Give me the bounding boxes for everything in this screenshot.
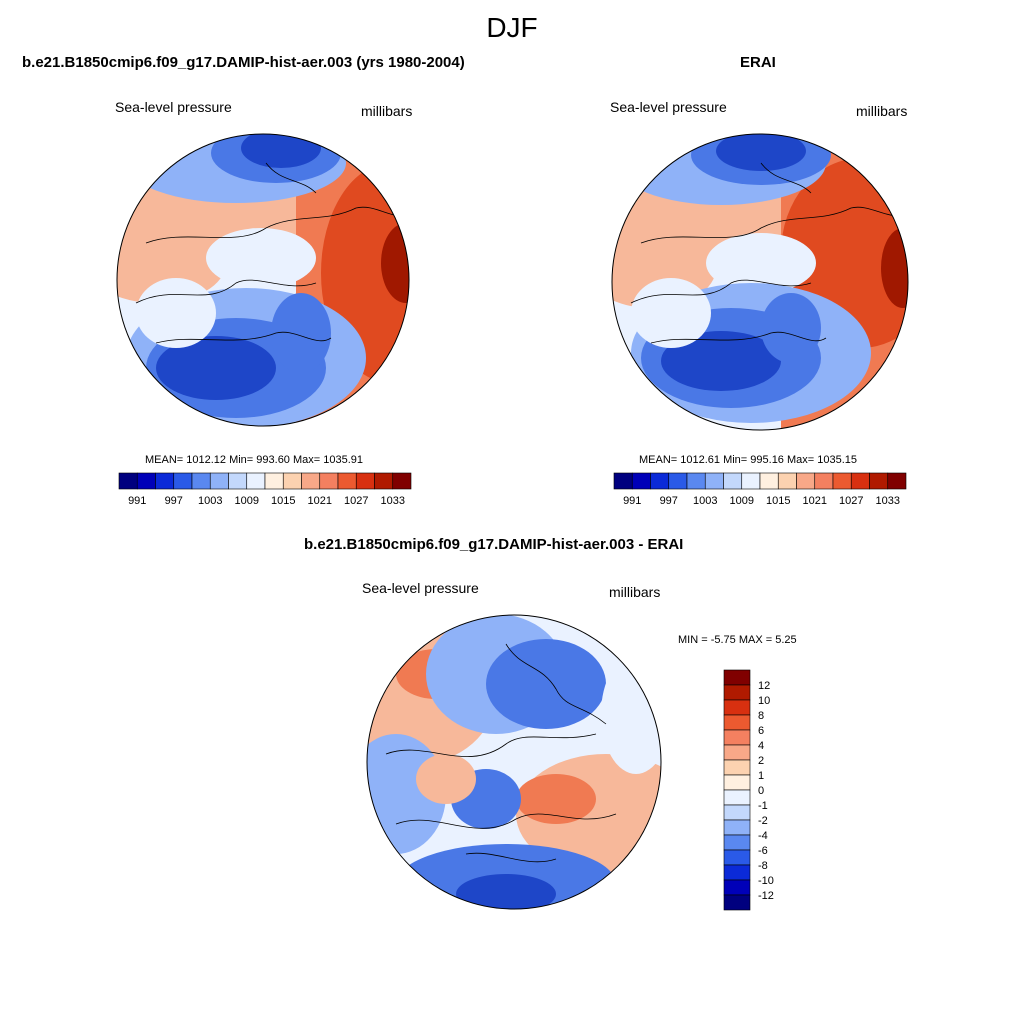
panel-3-title: b.e21.B1850cmip6.f09_g17.DAMIP-hist-aer.… [304, 536, 684, 553]
colorbar-swatch [337, 472, 357, 490]
colorbar-swatch [832, 472, 852, 490]
colorbar-swatch [723, 789, 751, 806]
colorbar-swatch [613, 472, 633, 490]
colorbar-tick-label: -8 [758, 860, 768, 872]
panel-1-stats: MEAN= 1012.12 Min= 993.60 Max= 1035.91 [145, 454, 364, 466]
colorbar-swatch [887, 472, 907, 490]
colorbar-tick-label: 1003 [693, 495, 717, 507]
colorbar-swatch [319, 472, 339, 490]
colorbar-tick-label: 997 [165, 495, 183, 507]
colorbar-swatch [155, 472, 175, 490]
colorbar-tick-label: -1 [758, 800, 768, 812]
colorbar-swatch [668, 472, 688, 490]
colorbar-tick-label: -12 [758, 890, 774, 902]
panel-2-stats: MEAN= 1012.61 Min= 995.16 Max= 1035.15 [639, 454, 858, 466]
colorbar-swatch [723, 729, 751, 746]
colorbar-swatch [723, 879, 751, 896]
colorbar-swatch [209, 472, 229, 490]
colorbar-tick-label: -2 [758, 815, 768, 827]
panel-1-polar-map [116, 133, 410, 427]
colorbar-swatch [650, 472, 670, 490]
colorbar-tick-label: 1021 [803, 495, 827, 507]
colorbar-swatch [723, 834, 751, 851]
colorbar-swatch [723, 744, 751, 761]
colorbar-swatch [392, 472, 412, 490]
colorbar-swatch [723, 849, 751, 866]
panel-2-variable-label: Sea-level pressure [610, 99, 727, 115]
colorbar-tick-label: 1027 [344, 495, 368, 507]
colorbar-swatch [869, 472, 889, 490]
colorbar-swatch [723, 684, 751, 701]
colorbar-tick-label: -4 [758, 830, 768, 842]
colorbar-swatch [723, 804, 751, 821]
colorbar-swatch [264, 472, 284, 490]
panel-2-units-label: millibars [856, 103, 908, 119]
colorbar-tick-label: 8 [758, 710, 764, 722]
colorbar-tick-label: 0 [758, 785, 764, 797]
panel-1-units-label: millibars [361, 103, 413, 119]
colorbar-tick-label: 991 [128, 495, 146, 507]
panel-1-variable-label: Sea-level pressure [115, 99, 232, 115]
colorbar-tick-label: -10 [758, 875, 774, 887]
colorbar-swatch [723, 472, 743, 490]
colorbar-swatch [191, 472, 211, 490]
colorbar-swatch [246, 472, 266, 490]
colorbar-swatch [850, 472, 870, 490]
colorbar-tick-label: 1015 [766, 495, 790, 507]
colorbar-tick-label: 1027 [839, 495, 863, 507]
panel-3-variable-label: Sea-level pressure [362, 580, 479, 596]
colorbar-swatch [723, 714, 751, 731]
colorbar-swatch [723, 774, 751, 791]
colorbar-swatch [723, 864, 751, 881]
colorbar-swatch [374, 472, 394, 490]
panel-3-polar-map [366, 614, 662, 910]
colorbar-tick-label: 1003 [198, 495, 222, 507]
colorbar-swatch [723, 759, 751, 776]
colorbar-tick-label: 12 [758, 680, 770, 692]
colorbar-tick-label: 2 [758, 755, 764, 767]
colorbar-tick-label: 997 [660, 495, 678, 507]
colorbar-swatch [723, 699, 751, 716]
colorbar-tick-label: 1 [758, 770, 764, 782]
colorbar-tick-label: 1033 [876, 495, 900, 507]
colorbar-tick-label: 1033 [381, 495, 405, 507]
panel-2-colorbar: 991 997 1003 1009 1015 1021 1027 1033 [613, 472, 907, 507]
colorbar-swatch [136, 472, 156, 490]
colorbar-swatch [723, 894, 751, 911]
panel-2-polar-map [611, 133, 909, 431]
figure-title: DJF [486, 12, 538, 43]
colorbar-swatch [704, 472, 724, 490]
colorbar-swatch [301, 472, 321, 490]
colorbar-tick-label: -6 [758, 845, 768, 857]
colorbar-tick-label: 1009 [235, 495, 259, 507]
colorbar-tick-label: 991 [623, 495, 641, 507]
colorbar-swatch [686, 472, 706, 490]
colorbar-swatch [282, 472, 302, 490]
colorbar-tick-label: 10 [758, 695, 770, 707]
colorbar-tick-label: 1009 [730, 495, 754, 507]
colorbar-swatch [118, 472, 138, 490]
colorbar-swatch [173, 472, 193, 490]
panel-1-title: b.e21.B1850cmip6.f09_g17.DAMIP-hist-aer.… [22, 54, 465, 71]
colorbar-swatch [796, 472, 816, 490]
colorbar-swatch [741, 472, 761, 490]
colorbar-tick-label: 1021 [308, 495, 332, 507]
colorbar-swatch [814, 472, 834, 490]
colorbar-swatch [355, 472, 375, 490]
colorbar-tick-label: 6 [758, 725, 764, 737]
colorbar-tick-label: 4 [758, 740, 764, 752]
colorbar-tick-label: 1015 [271, 495, 295, 507]
panel-2-title: ERAI [740, 54, 776, 71]
colorbar-swatch [723, 669, 751, 686]
panel-3-units-label: millibars [609, 584, 661, 600]
colorbar-swatch [723, 819, 751, 836]
colorbar-swatch [228, 472, 248, 490]
colorbar-swatch [759, 472, 779, 490]
colorbar-swatch [631, 472, 651, 490]
panel-3-stats: MIN = -5.75 MAX = 5.25 [678, 634, 797, 646]
colorbar-swatch [777, 472, 797, 490]
panel-1-colorbar: 991 997 1003 1009 1015 1021 1027 1033 [118, 472, 412, 507]
